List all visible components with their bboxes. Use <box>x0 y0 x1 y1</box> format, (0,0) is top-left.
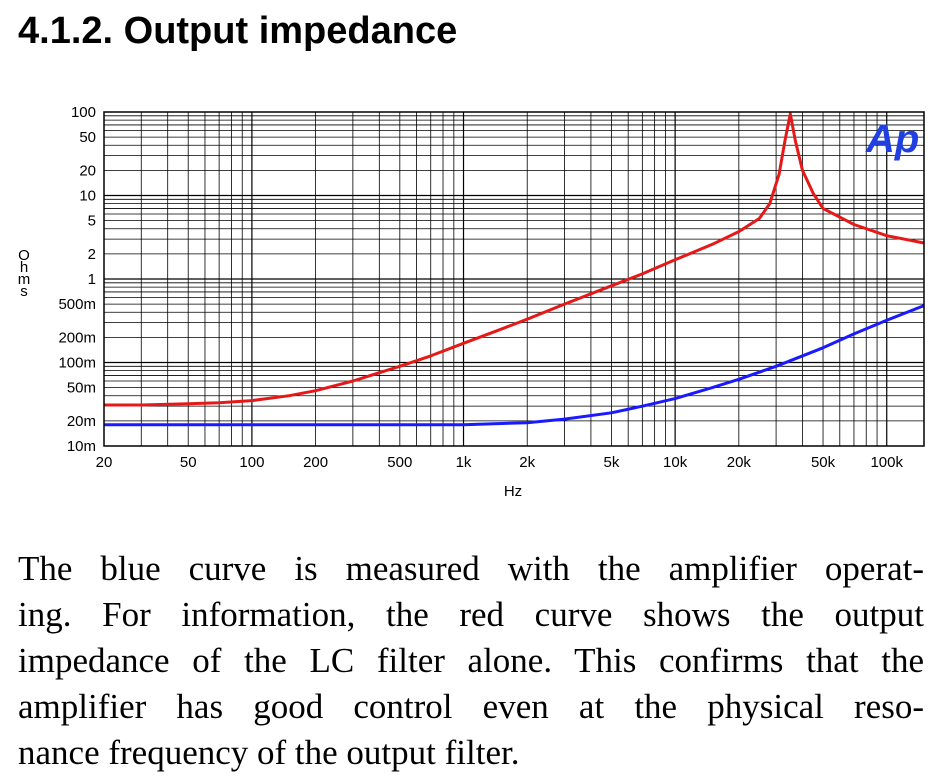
paragraph-line: amplifier has good control even at the p… <box>18 687 924 726</box>
plot-frame <box>103 111 925 447</box>
y-tick-label: 100m <box>58 355 96 372</box>
y-axis-label-char: m <box>18 271 31 288</box>
x-tick-label: 100 <box>239 454 264 471</box>
y-tick-label: 50m <box>67 380 96 397</box>
y-axis-label-char: s <box>20 283 28 300</box>
y-tick-label: 100 <box>71 104 96 121</box>
y-tick-label: 50 <box>79 129 96 146</box>
x-tick-label: 20k <box>727 454 752 471</box>
y-tick-label: 20 <box>79 162 96 179</box>
paragraph-line: impedance of the LC filter alone. This c… <box>18 641 924 680</box>
chart-tick-labels: 20 50 100 200 500 1k 2k 5k 10k 20k 50k 100k 10m 20m 50… <box>58 104 903 471</box>
section-heading: 4.1.2. Output impedance <box>18 10 458 52</box>
x-tick-label: 50k <box>811 454 836 471</box>
y-tick-label: 20m <box>67 413 96 430</box>
paragraph-line: The blue curve is measured with the ampl… <box>18 549 924 588</box>
x-tick-label: 10k <box>663 454 688 471</box>
x-tick-label: 50 <box>180 454 197 471</box>
x-tick-label: 200 <box>303 454 328 471</box>
paragraph-line: nance frequency of the output filter. <box>18 733 520 772</box>
x-tick-label: 20 <box>96 454 113 471</box>
paragraph-line: ing. For information, the red curve show… <box>18 595 924 634</box>
y-axis-label-char: h <box>20 259 28 276</box>
impedance-chart: 20 50 100 200 500 1k 2k 5k 10k 20k 50k 100k10m20m50… <box>18 104 925 500</box>
y-tick-label: 1 <box>88 271 96 288</box>
blue-curve <box>104 304 925 427</box>
y-tick-label: 10 <box>79 188 96 205</box>
chart-grid <box>104 112 924 446</box>
y-tick-label: 2 <box>88 246 96 263</box>
x-tick-label: 5k <box>604 454 620 471</box>
y-axis-label-char: O <box>18 247 30 264</box>
chart-curves <box>104 112 925 427</box>
x-tick-label: 500 <box>387 454 412 471</box>
y-tick-label: 10m <box>67 438 96 455</box>
ap-logo: Ap <box>865 117 919 161</box>
y-tick-label: 5 <box>88 213 96 230</box>
y-tick-label: 200m <box>58 329 96 346</box>
x-tick-label: 2k <box>519 454 535 471</box>
x-tick-label: 1k <box>456 454 472 471</box>
description-paragraph: The blue curve is measured with the ampl… <box>18 546 924 776</box>
y-tick-label: 500m <box>58 296 96 313</box>
x-tick-label: 100k <box>870 454 903 471</box>
x-axis-label: Hz <box>504 483 522 500</box>
red-curve <box>104 112 925 407</box>
